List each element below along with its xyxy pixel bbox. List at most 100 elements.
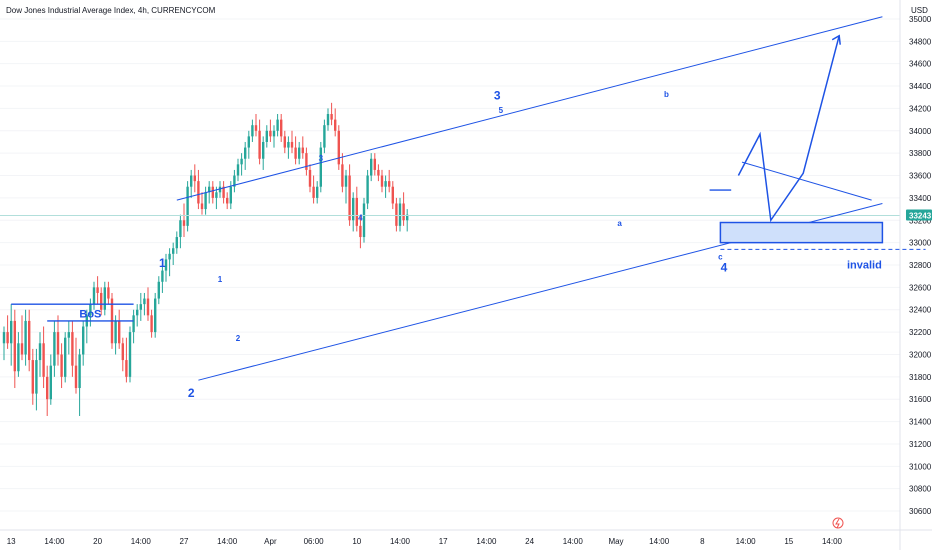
candle — [370, 153, 373, 182]
candle-body — [236, 164, 240, 176]
candle-body — [366, 175, 369, 204]
candle — [287, 136, 290, 159]
candle-body — [6, 332, 9, 344]
wave-1-label: 1 — [159, 256, 166, 270]
candle — [226, 192, 229, 210]
candle-body — [276, 119, 279, 131]
candle — [384, 175, 387, 198]
candle — [146, 287, 150, 321]
candle — [193, 164, 196, 193]
candle — [323, 119, 326, 154]
candle-body — [229, 186, 232, 204]
candle — [312, 175, 315, 204]
grid — [0, 18, 900, 512]
candle-body — [64, 337, 67, 377]
candle — [182, 203, 186, 238]
candle — [208, 181, 211, 204]
candle — [89, 298, 92, 327]
candle — [218, 181, 222, 198]
candle — [319, 141, 322, 193]
candle — [316, 181, 319, 204]
candle — [197, 169, 200, 210]
candle-body — [287, 141, 290, 148]
candle — [56, 315, 60, 366]
candle — [53, 320, 56, 377]
candle — [172, 242, 175, 265]
candle — [388, 169, 391, 193]
candle — [344, 169, 348, 204]
candle-body — [269, 130, 272, 137]
candle — [31, 348, 34, 405]
candle-body — [334, 119, 337, 131]
candle-body — [290, 141, 294, 148]
candle-body — [164, 259, 168, 271]
candle — [272, 125, 276, 148]
price-tick-label: 31400 — [909, 418, 932, 427]
candle-body — [143, 298, 146, 305]
candle — [82, 320, 85, 366]
support-zone — [719, 221, 884, 244]
candle — [391, 181, 394, 210]
candle-body — [60, 354, 63, 377]
candle-body — [254, 125, 258, 131]
candle-body — [157, 281, 160, 299]
candle-body — [175, 237, 178, 249]
candle-body — [406, 214, 409, 221]
candle-body — [146, 298, 150, 316]
price-tick-label: 32800 — [909, 261, 932, 270]
lightning-icon[interactable] — [832, 517, 844, 529]
candle — [244, 141, 247, 170]
candle — [143, 292, 146, 316]
price-tick-label: 32000 — [909, 350, 932, 359]
time-tick-label: 27 — [180, 537, 189, 546]
candle-body — [53, 332, 56, 366]
candle — [269, 119, 272, 142]
candle-body — [190, 175, 193, 187]
candle — [157, 276, 160, 305]
candle — [373, 153, 376, 176]
projection-path — [737, 35, 840, 223]
price-tick-label: 34400 — [909, 82, 932, 91]
price-tick-label: 33800 — [909, 149, 932, 158]
subwave-1-label: 1 — [218, 275, 223, 284]
subwave-2-label: 2 — [236, 334, 241, 343]
candle-body — [215, 192, 218, 198]
candle — [280, 114, 283, 142]
candle — [359, 214, 362, 249]
candle-body — [226, 197, 229, 204]
wave-2-label: 2 — [188, 386, 195, 400]
candle — [154, 292, 157, 338]
candle — [35, 348, 38, 411]
time-tick-label: 06:00 — [304, 537, 325, 546]
candle-body — [247, 136, 250, 148]
price-tick-label: 31000 — [909, 462, 932, 471]
candle — [67, 320, 70, 355]
candle-body — [20, 343, 24, 355]
candle — [337, 125, 340, 170]
candle-body — [344, 175, 348, 187]
wave-a-label: a — [617, 219, 622, 228]
candle-body — [172, 248, 175, 254]
candle — [28, 309, 31, 372]
time-tick-label: 24 — [525, 537, 534, 546]
currency-label: USD — [911, 6, 928, 15]
candle — [42, 326, 45, 389]
candle-body — [222, 186, 225, 198]
candle-body — [71, 332, 74, 366]
candle — [330, 102, 333, 126]
candle-body — [388, 181, 391, 187]
candle — [74, 337, 78, 394]
candle — [175, 231, 178, 254]
candle-body — [294, 147, 297, 159]
candle-body — [265, 130, 268, 142]
price-tick-label: 34000 — [909, 127, 932, 136]
price-tick-label: 31800 — [909, 373, 932, 382]
candle — [200, 192, 204, 215]
candle-body — [103, 287, 106, 310]
candle — [139, 292, 142, 321]
candle-body — [78, 354, 81, 389]
candle-body — [312, 186, 315, 198]
time-axis: 13 14:00 20 14:00 27 14:00 Apr 06:00 10 14:00 17 14… — [0, 529, 932, 546]
candle-body — [139, 304, 142, 310]
